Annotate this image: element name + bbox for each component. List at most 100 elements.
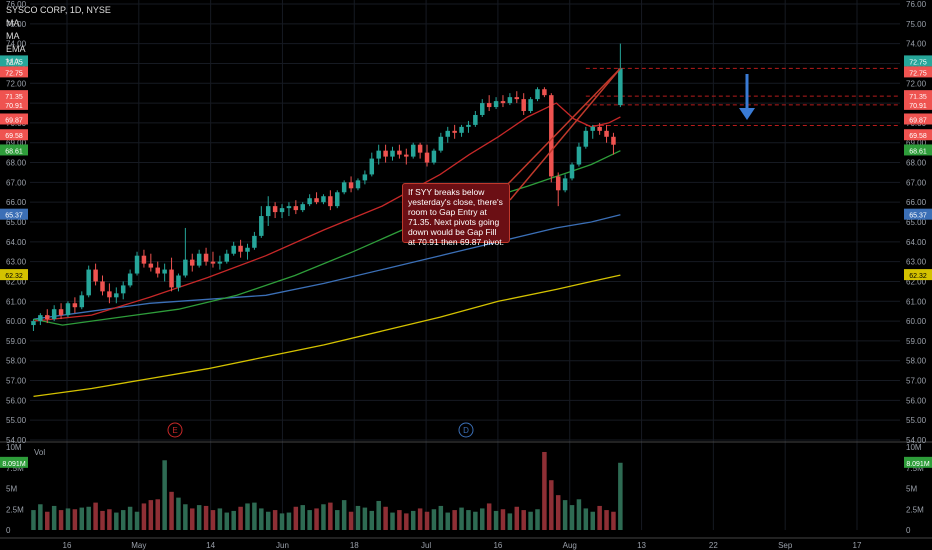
ma-yellow-line <box>33 274 621 398</box>
volume-bar <box>611 511 616 530</box>
event-marker <box>167 422 183 438</box>
candle-body <box>445 130 450 137</box>
volume-tick-left: 2.5M <box>6 505 24 514</box>
candle-body <box>265 206 271 217</box>
event-marker <box>458 422 474 438</box>
volume-bar <box>176 497 181 530</box>
candle-body <box>362 174 368 181</box>
volume-bar <box>314 508 319 530</box>
volume-bar <box>58 510 64 530</box>
volume-bar <box>404 513 409 530</box>
volume-bar <box>590 511 595 530</box>
volume-bar <box>141 503 147 530</box>
price-label-right-bg <box>904 55 932 67</box>
price-label-left: 62.32 <box>5 273 23 280</box>
candle-body <box>169 269 174 288</box>
candle-body <box>38 315 43 322</box>
price-label-right: 72.75 <box>909 59 927 66</box>
price-tick-right: 58.00 <box>906 357 927 366</box>
candle-body <box>31 321 36 326</box>
candle-body <box>72 303 78 308</box>
time-tick: 18 <box>350 541 359 550</box>
price-tick-left: 66.00 <box>6 198 27 207</box>
volume-bar <box>65 508 71 530</box>
price-tick-right: 55.00 <box>906 416 927 425</box>
volume-bar <box>542 451 547 530</box>
candle-body <box>535 89 540 100</box>
price-tick-left: 68.00 <box>6 159 27 168</box>
volume-last-right: 8.091M <box>906 461 930 468</box>
candle-body <box>148 263 154 268</box>
symbol-title[interactable]: SYSCO CORP, 1D, NYSE <box>6 5 111 15</box>
candle-body <box>58 309 64 316</box>
volume-bar <box>535 509 540 530</box>
ma-green-line <box>33 150 621 326</box>
volume-bar <box>424 511 430 530</box>
candle-body <box>155 267 160 274</box>
volume-last-right-bg <box>904 456 932 468</box>
candle-body <box>245 247 250 252</box>
indicator-ema[interactable]: EMA <box>6 44 26 54</box>
candle-body <box>93 269 98 282</box>
price-tick-right: 59.00 <box>906 337 927 346</box>
volume-bar <box>162 460 167 530</box>
indicator-ma-1[interactable]: MA <box>6 18 20 28</box>
indicator-ma-3[interactable]: MA <box>6 57 20 67</box>
price-label-left-bg <box>0 269 28 281</box>
price-tick-right: 60.00 <box>906 317 927 326</box>
volume-bar <box>100 510 105 530</box>
candle-body <box>417 144 423 153</box>
volume-bar <box>549 480 554 530</box>
volume-label: Vol <box>34 448 45 457</box>
candle-body <box>618 68 623 106</box>
candle-body <box>397 150 402 155</box>
candle-body <box>348 182 354 189</box>
candle-body <box>272 206 278 213</box>
volume-bar <box>486 503 492 530</box>
price-tick-right: 65.00 <box>906 218 927 227</box>
candle-body <box>259 216 264 236</box>
volume-bar <box>480 508 485 530</box>
candle-body <box>549 95 554 177</box>
price-tick-right: 66.00 <box>906 198 927 207</box>
annotation-callout[interactable]: If SYY breaks below yesterday's close, t… <box>402 183 510 247</box>
volume-bar <box>107 509 112 530</box>
time-tick: 17 <box>853 541 862 550</box>
candle-body <box>555 176 561 191</box>
volume-bar <box>224 512 230 530</box>
price-tick-left: 76.00 <box>6 0 27 9</box>
candle-body <box>314 198 319 203</box>
volume-bar <box>597 505 602 530</box>
volume-bar <box>431 509 437 530</box>
volume-bar <box>328 502 333 530</box>
candle-body <box>431 150 437 163</box>
candle-body <box>120 285 126 294</box>
volume-bar <box>86 506 91 530</box>
candle-body <box>252 235 257 248</box>
candle-body <box>493 101 499 108</box>
volume-bar <box>31 510 36 530</box>
price-tick-left: 63.00 <box>6 258 27 267</box>
indicator-ma-2[interactable]: MA <box>6 31 20 41</box>
candle-body <box>134 255 140 274</box>
candle-body <box>486 103 492 108</box>
candle-body <box>114 293 119 298</box>
candle-body <box>376 150 381 159</box>
volume-bar <box>114 512 119 530</box>
candle-body <box>528 99 533 112</box>
candle-body <box>203 253 209 262</box>
volume-bar <box>279 513 285 530</box>
volume-bar <box>397 510 402 530</box>
candle-body <box>569 164 575 179</box>
candle-body <box>404 154 409 157</box>
price-label-left: 68.61 <box>5 148 23 155</box>
price-tick-right: 74.00 <box>906 40 927 49</box>
candle-body <box>521 99 526 112</box>
price-tick-left: 65.00 <box>6 218 27 227</box>
candle-body <box>238 245 243 252</box>
volume-bar <box>210 510 216 530</box>
price-label-right-bg <box>904 66 932 78</box>
volume-bar <box>500 509 506 530</box>
volume-bar <box>521 510 526 530</box>
